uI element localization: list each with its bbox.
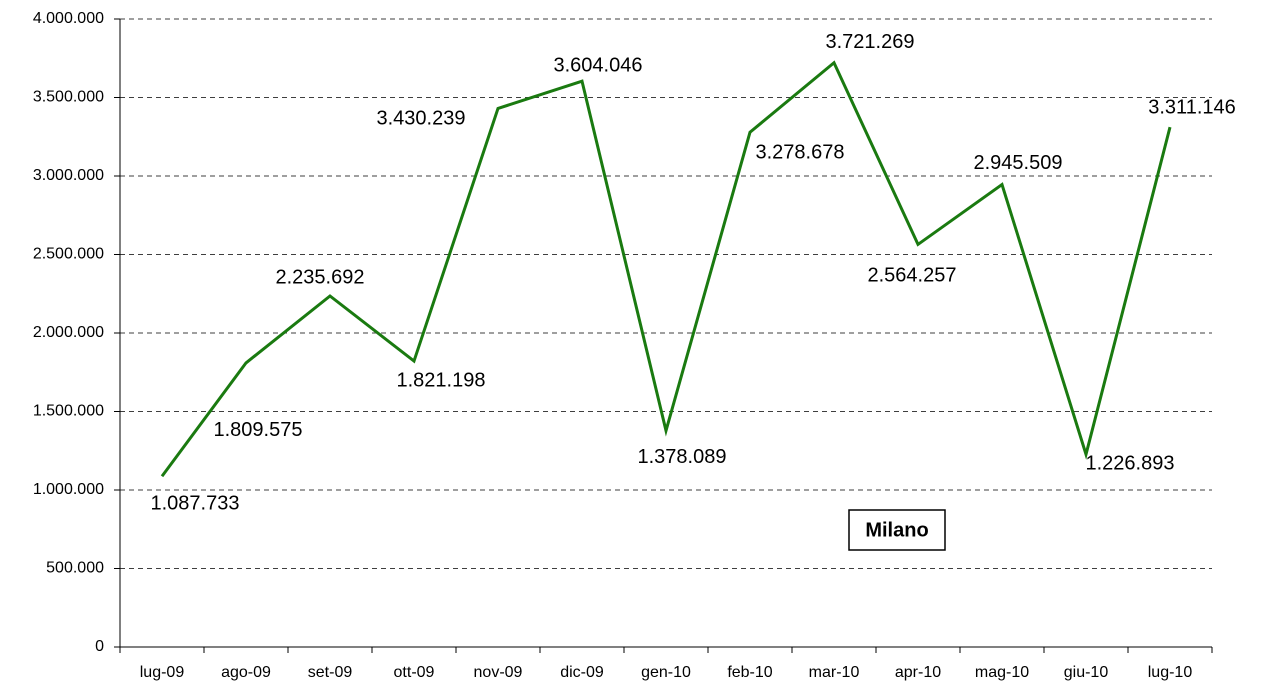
data-label: 3.311.146 — [1148, 96, 1236, 118]
x-tick-label: gen-10 — [641, 664, 691, 681]
line-series — [160, 60, 1172, 478]
y-tick-label: 1.500.000 — [33, 403, 104, 420]
x-tick-label: giu-10 — [1064, 664, 1109, 681]
data-label: 2.945.509 — [974, 152, 1063, 174]
data-label: 1.378.089 — [638, 446, 727, 468]
y-tick-label: 2.500.000 — [33, 246, 104, 263]
y-tick-label: 0 — [95, 638, 104, 655]
y-tick-label: 500.000 — [46, 560, 104, 577]
data-label: 2.564.257 — [868, 265, 957, 287]
y-tick-label: 1.000.000 — [33, 481, 104, 498]
data-label: 3.430.239 — [377, 108, 466, 130]
y-tick-label: 3.500.000 — [33, 89, 104, 106]
annotation-box — [848, 509, 946, 551]
data-label: 1.226.893 — [1086, 453, 1175, 475]
x-tick-label: ago-09 — [221, 664, 271, 681]
x-tick-label: ott-09 — [394, 664, 435, 681]
x-tick-label: dic-09 — [560, 664, 604, 681]
x-tick-label: nov-09 — [474, 664, 523, 681]
x-tick-label: apr-10 — [895, 664, 941, 681]
data-label: 1.821.198 — [397, 369, 486, 391]
annotation: Milano — [865, 519, 928, 541]
data-label: 1.087.733 — [151, 493, 240, 515]
data-label: 1.809.575 — [214, 419, 303, 441]
x-tick-label: lug-10 — [1148, 664, 1193, 681]
x-tick-label: lug-09 — [140, 664, 185, 681]
y-tick-label: 2.000.000 — [33, 324, 104, 341]
data-label: 2.235.692 — [276, 266, 365, 288]
y-tick-label: 4.000.000 — [33, 10, 104, 27]
data-label: 3.721.269 — [826, 31, 915, 53]
x-tick-label: set-09 — [308, 664, 353, 681]
x-tick-label: mag-10 — [975, 664, 1029, 681]
data-label: 3.604.046 — [554, 54, 643, 76]
data-label: 3.278.678 — [756, 142, 845, 164]
y-tick-label: 3.000.000 — [33, 167, 104, 184]
x-tick-label: mar-10 — [809, 664, 860, 681]
x-tick-label: feb-10 — [727, 664, 772, 681]
